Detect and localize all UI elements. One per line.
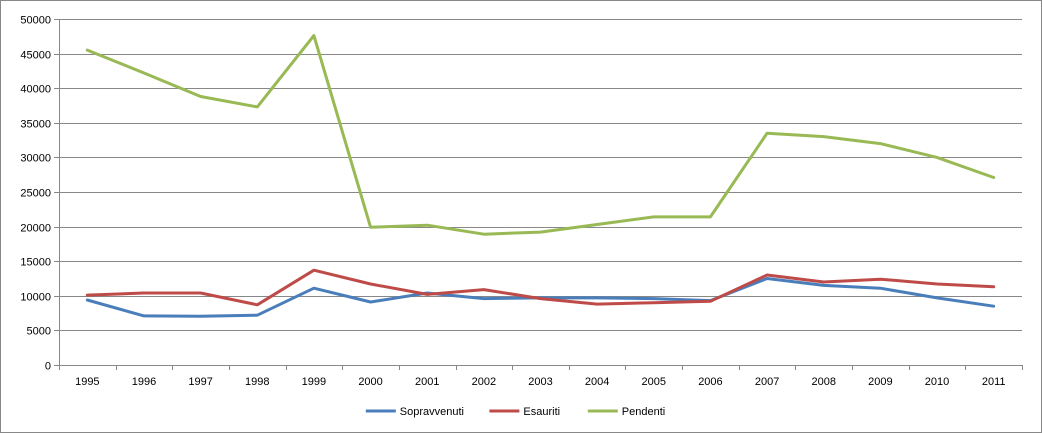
x-tick-label: 2002 <box>472 376 496 388</box>
y-tick-label: 40000 <box>20 84 51 96</box>
x-tick-label: 1997 <box>188 376 212 388</box>
x-tick-label: 2004 <box>585 376 609 388</box>
legend-label: Sopravvenuti <box>400 406 464 418</box>
legend-label: Esauriti <box>523 406 560 418</box>
y-tick-label: 15000 <box>20 257 51 269</box>
y-tick-label: 30000 <box>20 153 51 165</box>
legend: Sopravvenuti Esauriti Pendenti <box>365 406 665 418</box>
y-tick-label: 35000 <box>20 119 51 131</box>
axes <box>54 19 1023 370</box>
x-tick-label: 2001 <box>415 376 439 388</box>
y-tick-label: 5000 <box>27 326 51 338</box>
y-tick-label: 50000 <box>20 15 51 27</box>
series-line-esauriti <box>85 268 996 307</box>
legend-entry-esauriti: Esauriti <box>489 406 560 418</box>
series-line-pendenti <box>85 34 996 236</box>
y-tick-label: 0 <box>45 361 51 373</box>
x-tick-label: 2009 <box>868 376 892 388</box>
gridlines <box>59 19 1022 331</box>
x-tick-label: 2000 <box>358 376 382 388</box>
y-axis-tick-labels: 0 5000 10000 15000 20000 25000 30000 35000 40000… <box>20 15 51 373</box>
legend-entry-sopravvenuti: Sopravvenuti <box>365 406 464 418</box>
x-tick-label: 1998 <box>245 376 269 388</box>
x-tick-label: 1999 <box>302 376 326 388</box>
y-tick-label: 45000 <box>20 50 51 62</box>
x-axis-tick-labels: 1995 1996 1997 1998 1999 2000 2001 2002 2003 2004… <box>75 376 1005 388</box>
x-tick-label: 2011 <box>982 376 1006 388</box>
y-tick-label: 10000 <box>20 292 51 304</box>
x-tick-label: 1995 <box>75 376 99 388</box>
series-lines <box>85 34 996 318</box>
y-tick-label: 25000 <box>20 188 51 200</box>
x-tick-label: 1996 <box>132 376 156 388</box>
y-tick-label: 20000 <box>20 223 51 235</box>
x-tick-label: 2007 <box>755 376 779 388</box>
legend-entry-pendenti: Pendenti <box>587 406 665 418</box>
x-tick-label: 2003 <box>528 376 552 388</box>
x-tick-label: 2010 <box>925 376 949 388</box>
x-tick-label: 2008 <box>811 376 835 388</box>
legend-label: Pendenti <box>622 406 665 418</box>
x-tick-label: 2005 <box>642 376 666 388</box>
x-tick-label: 2006 <box>698 376 722 388</box>
